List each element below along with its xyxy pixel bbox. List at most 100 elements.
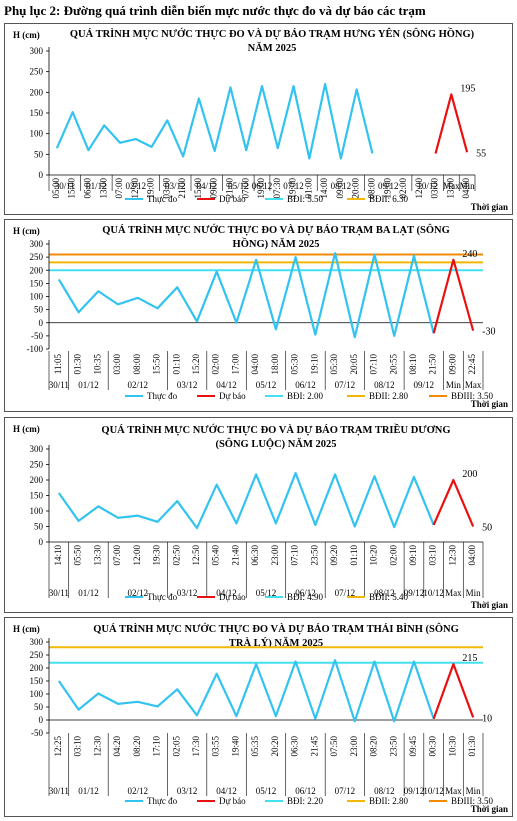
legend-label-observed: Thực đo [147,194,178,204]
x-time-label: 09:00 [335,178,345,199]
x-date-label: 09/12 [414,380,435,390]
x-date-label: Max [445,786,462,796]
x-time-label: 19:40 [230,736,240,757]
x-time-label: 10:30 [447,736,457,757]
legend-label-bdii: BĐII: 2.80 [369,391,408,401]
y-tick-label: 300 [30,46,44,56]
x-time-label: 03:10 [428,545,438,566]
legend-label-observed: Thực đo [147,592,178,602]
x-time-label: 12:25 [53,736,63,757]
x-date-label: 09/12 [404,786,425,796]
x-date-label: 02/12 [128,380,149,390]
chart-panel-thai-binh: QUÁ TRÌNH MỰC NƯỚC THỰC ĐO VÀ DỰ BÁO TRẠ… [4,617,513,817]
forecast-data-label: -30 [482,327,495,338]
x-time-label: 05:40 [211,545,221,566]
y-tick-label: 150 [30,108,44,118]
chart-title-line: QUÁ TRÌNH MỰC NƯỚC THỰC ĐO VÀ DỰ BÁO TRẠ… [102,223,450,236]
y-tick-label: 250 [30,252,44,262]
x-date-label: 30/11 [49,588,69,598]
x-axis-label: Thời gian [471,202,508,212]
chart-title-line: QUÁ TRÌNH MỰC NƯỚC THỰC ĐO VÀ DỰ BÁO TRẠ… [70,27,475,40]
observed-series-line [57,252,435,339]
y-tick-label: 200 [30,663,44,673]
chart-title-line: QUÁ TRÌNH MỰC NƯỚC THỰC ĐO VÀ DỰ BÁO TRẠ… [101,423,450,436]
x-date-label: 08/12 [374,380,395,390]
x-time-label: 01:30 [73,354,83,375]
x-time-label: 13:00 [98,178,108,199]
x-date-label: 10/12 [417,181,438,191]
y-axis-label: H (cm) [13,424,40,434]
x-time-label: 13:00 [445,178,455,199]
x-time-label: 20:05 [349,354,359,375]
x-time-label: 05:30 [290,354,300,375]
x-date-label: 04/12 [216,588,237,598]
legend-label-forecast: Dự báo [219,796,246,806]
y-axis-label: H (cm) [13,624,40,634]
y-tick-label: 100 [30,129,44,139]
x-date-label: 09/12 [378,181,399,191]
x-time-label: 12:30 [92,736,102,757]
y-tick-label: 250 [30,67,44,77]
x-time-label: 05:30 [329,354,339,375]
x-time-label: 02:00 [398,178,408,199]
x-date-label: Min [466,588,482,598]
x-date-label: 06/12 [295,380,316,390]
x-date-label: 07/12 [283,181,304,191]
x-time-label: 12:30 [447,545,457,566]
x-date-label: Min [460,181,476,191]
x-time-label: 20:00 [351,178,361,199]
x-time-label: 19:00 [256,178,266,199]
x-time-label: 07:00 [114,178,124,199]
legend-label-bdi: BĐI: 2.20 [287,796,324,806]
x-date-label: 01/12 [78,588,99,598]
chart-panel-ba-lat: QUÁ TRÌNH MỰC NƯỚC THỰC ĐO VÀ DỰ BÁO TRẠ… [4,219,513,412]
y-tick-label: 300 [30,637,44,647]
x-time-label: 12:00 [414,178,424,199]
x-time-label: 03:00 [161,178,171,199]
y-tick-label: 50 [34,702,44,712]
x-time-label: 09:00 [209,178,219,199]
x-time-label: 01:10 [349,545,359,566]
x-time-label: 19:30 [152,545,162,566]
x-time-label: 02:05 [171,736,181,757]
x-time-label: 15:00 [193,178,203,199]
forecast-data-label: 50 [482,523,492,534]
x-time-label: 22:45 [467,354,477,375]
observed-series-line [57,659,435,723]
y-tick-label: 150 [30,491,44,501]
x-time-label: 07:30 [272,178,282,199]
chart-title-line: NĂM 2025 [248,42,297,54]
x-time-label: 08:20 [132,736,142,757]
x-date-label: 02/12 [128,786,149,796]
x-time-label: 19:10 [309,354,319,375]
page-heading: Phụ lục 2: Đường quá trình diễn biến mực… [4,3,426,18]
x-date-label: 10/12 [423,786,444,796]
x-axis-label: Thời gian [471,399,508,409]
x-date-label: 03/12 [177,380,198,390]
y-tick-label: 50 [34,305,44,315]
x-date-label: 06/12 [252,181,273,191]
x-date-label: 01/12 [86,181,107,191]
x-time-label: 05:50 [73,545,83,566]
x-time-label: 04:20 [112,736,122,757]
x-date-label: 01/12 [78,786,99,796]
legend-label-bdii: BĐII: 2.80 [369,796,408,806]
x-date-label: 03/12 [177,786,198,796]
x-time-label: 14:10 [53,545,63,566]
x-date-label: 04/12 [197,181,218,191]
x-date-label: 01/12 [78,380,99,390]
x-time-label: 09:45 [408,736,418,757]
x-time-label: 06:30 [250,545,260,566]
x-time-label: 21:40 [230,545,240,566]
x-time-label: 19:00 [382,178,392,199]
y-tick-label: 300 [30,444,44,454]
x-time-label: 05:00 [51,178,61,199]
x-time-label: 17:00 [230,354,240,375]
legend-label-observed: Thực đo [147,391,178,401]
x-date-label: 30/11 [49,380,69,390]
x-time-label: 07:10 [369,354,379,375]
x-date-label: 08/12 [374,786,395,796]
chart-title-line: TRÀ LÝ) NĂM 2025 [229,637,323,649]
chart-trieu-duong: QUÁ TRÌNH MỰC NƯỚC THỰC ĐO VÀ DỰ BÁO TRẠ… [13,423,508,610]
x-time-label: 09:00 [447,354,457,375]
